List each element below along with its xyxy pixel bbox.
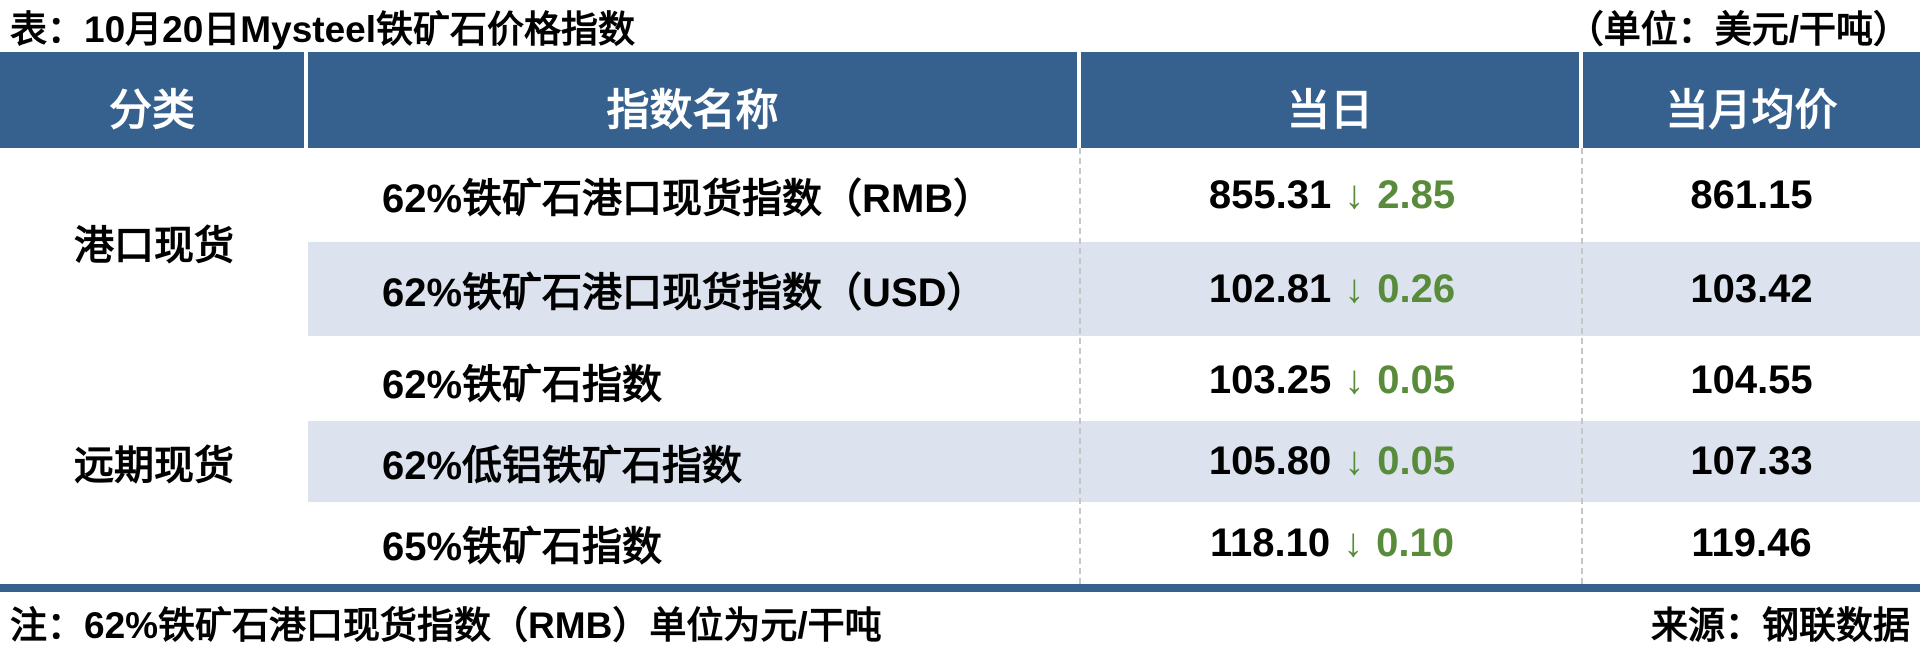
daily-value-cell: 855.31 ↓ 2.85: [1081, 148, 1583, 242]
daily-value: 105.80: [1208, 439, 1332, 483]
daily-value-cell: 103.25 ↓ 0.05: [1081, 340, 1583, 421]
monthly-avg-cell: 103.42: [1583, 242, 1920, 336]
daily-value-cell: 105.80 ↓ 0.05: [1081, 421, 1583, 502]
daily-value: 103.25: [1208, 358, 1332, 402]
category-cell-port-spot: 港口现货: [0, 148, 308, 336]
daily-value: 102.81: [1208, 266, 1332, 311]
column-divider-dashed: [1581, 148, 1583, 584]
column-header-category: 分类: [0, 52, 308, 148]
monthly-avg-cell: 119.46: [1583, 502, 1920, 584]
monthly-avg-cell: 861.15: [1583, 148, 1920, 242]
price-table: 分类 指数名称 当日 当月均价 港口现货 62%铁矿石港口现货指数（RMB） 8…: [0, 52, 1920, 584]
down-arrow-icon: ↓: [1344, 266, 1365, 311]
index-name-cell: 62%铁矿石指数: [308, 340, 1081, 421]
down-arrow-icon: ↓: [1344, 172, 1365, 217]
index-name-cell: 65%铁矿石指数: [308, 502, 1081, 584]
index-name-cell: 62%铁矿石港口现货指数（USD）: [308, 242, 1081, 336]
group-separator: [0, 336, 1920, 340]
monthly-avg-cell: 107.33: [1583, 421, 1920, 502]
column-header-daily: 当日: [1081, 52, 1583, 148]
unit-note: （单位：美元/干吨）: [1566, 9, 1910, 50]
daily-value-cell: 102.81 ↓ 0.26: [1081, 242, 1583, 336]
down-arrow-icon: ↓: [1344, 358, 1365, 402]
down-arrow-icon: ↓: [1343, 520, 1364, 565]
daily-value: 118.10: [1210, 520, 1331, 565]
daily-change: 0.10: [1376, 520, 1454, 565]
source-note: 来源：钢联数据: [1651, 604, 1910, 646]
daily-change: 0.26: [1377, 266, 1456, 311]
down-arrow-icon: ↓: [1344, 439, 1365, 483]
column-header-index-name: 指数名称: [308, 52, 1081, 148]
daily-change: 0.05: [1377, 358, 1456, 402]
daily-change: 0.05: [1377, 439, 1456, 483]
title-bar: 表：10月20日Mysteel铁矿石价格指数 （单位：美元/干吨）: [0, 0, 1920, 52]
price-table-wrapper: 分类 指数名称 当日 当月均价 港口现货 62%铁矿石港口现货指数（RMB） 8…: [0, 52, 1920, 584]
footer-bar: 注：62%铁矿石港口现货指数（RMB）单位为元/干吨 来源：钢联数据: [0, 592, 1920, 651]
table-title: 表：10月20日Mysteel铁矿石价格指数: [10, 9, 636, 50]
monthly-avg-cell: 104.55: [1583, 340, 1920, 421]
daily-change: 2.85: [1377, 172, 1456, 217]
category-cell-forward-spot: 远期现货: [0, 340, 308, 584]
column-divider-dashed: [1079, 148, 1081, 584]
daily-value-cell: 118.10 ↓ 0.10: [1081, 502, 1583, 584]
column-header-monthly-avg: 当月均价: [1583, 52, 1920, 148]
index-name-cell: 62%铁矿石港口现货指数（RMB）: [308, 148, 1081, 242]
index-name-cell: 62%低铝铁矿石指数: [308, 421, 1081, 502]
bottom-accent-bar: [0, 584, 1920, 592]
daily-value: 855.31: [1208, 172, 1332, 217]
footnote: 注：62%铁矿石港口现货指数（RMB）单位为元/干吨: [10, 604, 882, 646]
